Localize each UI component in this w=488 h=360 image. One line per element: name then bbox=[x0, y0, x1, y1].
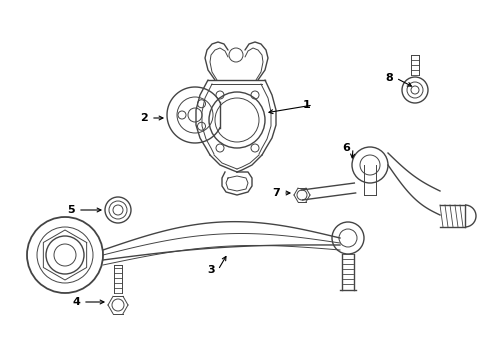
Text: 7: 7 bbox=[272, 188, 280, 198]
Text: 4: 4 bbox=[72, 297, 80, 307]
Text: 1: 1 bbox=[302, 100, 309, 110]
Text: 3: 3 bbox=[207, 265, 215, 275]
Text: 8: 8 bbox=[385, 73, 392, 83]
Text: 5: 5 bbox=[67, 205, 75, 215]
Text: 2: 2 bbox=[140, 113, 148, 123]
Text: 6: 6 bbox=[342, 143, 349, 153]
